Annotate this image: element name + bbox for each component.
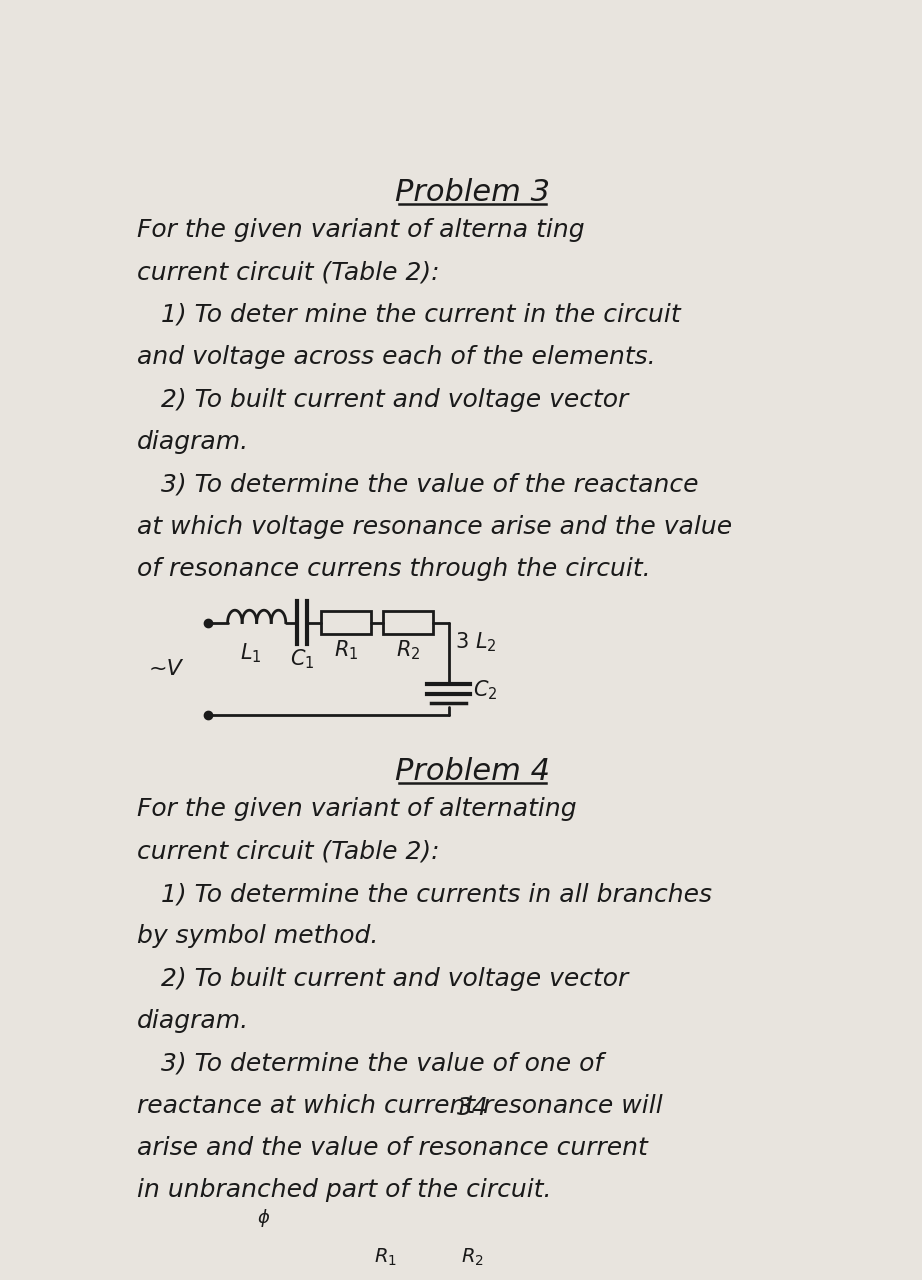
Text: 3) To determine the value of the reactance: 3) To determine the value of the reactan… xyxy=(137,472,699,497)
Text: arise and the value of resonance current: arise and the value of resonance current xyxy=(137,1137,647,1160)
Text: diagram.: diagram. xyxy=(137,1009,249,1033)
Text: 1) To deter mine the current in the circuit: 1) To deter mine the current in the circ… xyxy=(137,303,680,326)
Text: ~V: ~V xyxy=(148,659,183,678)
Text: $C_2$: $C_2$ xyxy=(473,678,498,703)
Text: 2) To built current and voltage vector: 2) To built current and voltage vector xyxy=(137,388,628,412)
Text: in unbranched part of the circuit.: in unbranched part of the circuit. xyxy=(137,1179,551,1202)
Text: $C_1$: $C_1$ xyxy=(290,648,314,671)
Text: by symbol method.: by symbol method. xyxy=(137,924,378,948)
Bar xyxy=(383,611,433,634)
Text: For the given variant of alternating: For the given variant of alternating xyxy=(137,797,576,822)
Text: Problem 3: Problem 3 xyxy=(395,178,550,207)
Text: 3) To determine the value of one of: 3) To determine the value of one of xyxy=(137,1051,603,1075)
Text: 34: 34 xyxy=(456,1096,489,1120)
Text: 2) To built current and voltage vector: 2) To built current and voltage vector xyxy=(137,966,628,991)
Text: $R_2$: $R_2$ xyxy=(461,1247,484,1268)
Text: 1) To determine the currents in all branches: 1) To determine the currents in all bran… xyxy=(137,882,712,906)
Text: For the given variant of alterna ting: For the given variant of alterna ting xyxy=(137,219,585,242)
Text: current circuit (Table 2):: current circuit (Table 2): xyxy=(137,261,440,284)
Text: reactance at which current resonance will: reactance at which current resonance wil… xyxy=(137,1094,663,1117)
Text: of resonance currens through the circuit.: of resonance currens through the circuit… xyxy=(137,557,651,581)
Text: diagram.: diagram. xyxy=(137,430,249,454)
Text: $R_2$: $R_2$ xyxy=(396,639,420,662)
Text: $\phi$: $\phi$ xyxy=(257,1207,271,1229)
Text: Problem 4: Problem 4 xyxy=(395,758,550,786)
Text: $3\ L_2$: $3\ L_2$ xyxy=(455,630,496,654)
Bar xyxy=(321,611,371,634)
Text: $L_1$: $L_1$ xyxy=(240,641,262,664)
Bar xyxy=(338,1236,371,1279)
Text: $R_1$: $R_1$ xyxy=(334,639,358,662)
Text: $R_1$: $R_1$ xyxy=(374,1247,397,1268)
Text: at which voltage resonance arise and the value: at which voltage resonance arise and the… xyxy=(137,515,732,539)
Bar xyxy=(425,1236,458,1279)
Text: current circuit (Table 2):: current circuit (Table 2): xyxy=(137,840,440,864)
Text: and voltage across each of the elements.: and voltage across each of the elements. xyxy=(137,346,656,370)
